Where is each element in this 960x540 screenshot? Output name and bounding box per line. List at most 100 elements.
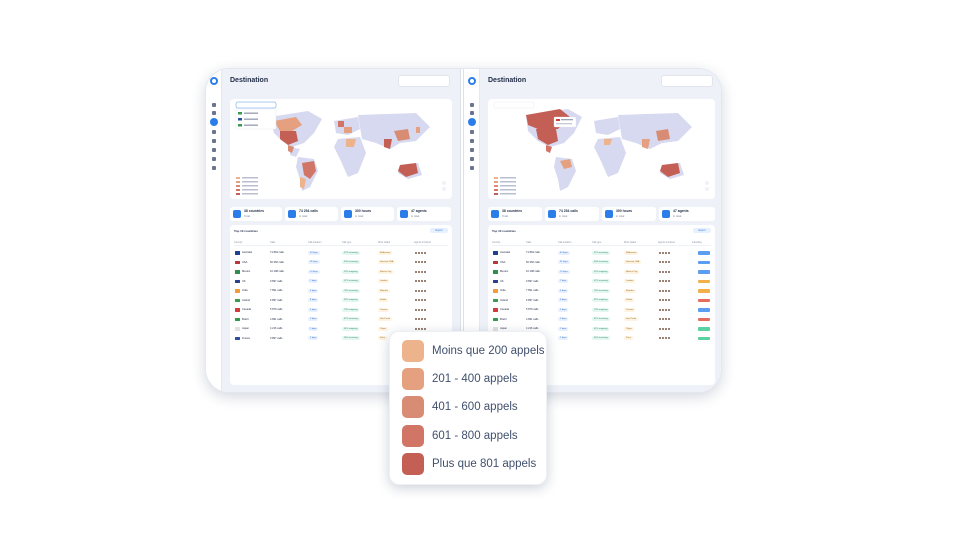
table-row[interactable]: Mexico 10 198 calls 12 days 52% outgoing Mex…: [234, 268, 448, 276]
duration-badge: 8 days: [558, 298, 569, 302]
call-type-badge: 92% outgoing: [342, 298, 360, 302]
table-row[interactable]: Canada 5 879 calls 5 days 79% outgoing Toron…: [234, 306, 448, 314]
most-called-badge: Toronto: [378, 307, 390, 312]
calls-cell: 5 879 calls: [526, 308, 539, 311]
flag-icon: [493, 270, 498, 274]
calls-cell: 9 897 calls: [526, 279, 539, 283]
country-cell: Mexico: [500, 270, 509, 273]
table-row[interactable]: India 7 891 calls 4 days 76% incoming Mumbai: [234, 287, 448, 295]
table-row[interactable]: Japan 4 216 calls 2 days 61% outgoing Tokyo: [492, 325, 711, 333]
calls-cell: 3 897 calls: [270, 336, 283, 340]
table-row[interactable]: Brazil 4 891 calls 3 days 87% incoming Sao P…: [234, 316, 448, 324]
duration-badge: 5 days: [308, 307, 319, 312]
call-type-badge: 87% incoming: [592, 317, 610, 321]
list-nav-icon[interactable]: [212, 111, 216, 115]
clock-icon: [605, 210, 613, 218]
table-header: Country Calls Call duration Call type Mo…: [492, 241, 711, 246]
world-map[interactable]: [488, 99, 715, 199]
country-cell: UK: [500, 279, 504, 283]
export-button[interactable]: Export: [693, 228, 711, 233]
upload-nav-icon[interactable]: [212, 157, 216, 161]
phone-nav-icon[interactable]: [470, 103, 474, 107]
search-input[interactable]: [661, 75, 713, 87]
most-called-badge: Tokyo: [378, 326, 388, 331]
table-row[interactable]: Australia 71 894 calls 62 days 57% incoming…: [234, 249, 448, 257]
calls-cell: 4 891 calls: [270, 317, 283, 321]
flag-icon: [235, 270, 240, 274]
agents-avatars: [414, 307, 427, 312]
most-called-badge: Mexico City: [378, 269, 394, 274]
chart-nav-icon[interactable]: [212, 130, 216, 134]
help-nav-icon[interactable]: [470, 166, 474, 170]
most-called-badge: Mumbai: [624, 288, 636, 293]
flag-icon: [235, 336, 240, 340]
table-row[interactable]: Ireland 6 897 calls 8 days 92% outgoing Dubl…: [234, 297, 448, 305]
region-usa: [280, 131, 298, 145]
user-icon: [662, 210, 670, 218]
country-cell: France: [242, 336, 251, 340]
table-row[interactable]: USA 50 450 calls 31 days 50% incoming Housto…: [492, 259, 711, 267]
call-type-badge: 52% outgoing: [342, 269, 360, 274]
country-cell: India: [242, 289, 248, 292]
globe-nav-icon[interactable]: [210, 118, 218, 126]
table-row[interactable]: UK 9 897 calls 7 days 57% incoming London: [234, 278, 448, 286]
phone-nav-icon[interactable]: [212, 103, 216, 107]
world-map[interactable]: [230, 99, 452, 199]
search-input[interactable]: [398, 75, 450, 87]
table-row[interactable]: Brazil 4 891 calls 3 days 87% incoming Sao P…: [492, 316, 711, 324]
duration-badge: 3 days: [558, 317, 569, 321]
settings-nav-icon[interactable]: [212, 139, 216, 143]
stat-agents: 47 agents in total: [659, 207, 715, 221]
upload-nav-icon[interactable]: [470, 157, 474, 161]
country-cell: Australia: [242, 251, 253, 254]
legend-item: 401 - 600 appels: [402, 396, 518, 418]
app-logo-icon[interactable]: [468, 77, 476, 85]
most-called-badge: Melbourne: [624, 250, 639, 255]
calls-cell: 71 894 calls: [270, 251, 284, 254]
phone-icon: [288, 210, 296, 218]
list-nav-icon[interactable]: [470, 111, 474, 115]
flag-icon: [493, 260, 498, 264]
app-logo-icon[interactable]: [210, 77, 218, 85]
most-called-badge: Sao Paulo: [624, 317, 639, 321]
stat-countries: 38 countries Total: [488, 207, 542, 221]
region-uk: [338, 121, 344, 127]
panel-left: Destination: [206, 69, 460, 392]
calls-cell: 5 879 calls: [270, 308, 283, 311]
duration-badge: 7 days: [558, 279, 569, 283]
chart-nav-icon[interactable]: [470, 130, 474, 134]
export-button[interactable]: Export: [430, 228, 448, 233]
table-row[interactable]: Mexico 10 198 calls 12 days 52% outgoing Mex…: [492, 268, 711, 276]
label-tag: [698, 270, 710, 274]
settings-nav-icon[interactable]: [470, 139, 474, 143]
table-row[interactable]: Japan 4 216 calls 2 days 61% outgoing Tokyo: [234, 325, 448, 333]
table-row[interactable]: USA 50 450 calls 31 days 50% incoming Housto…: [234, 259, 448, 267]
calls-cell: 6 897 calls: [526, 298, 539, 302]
map-legend-popover: Moins que 200 appels 201 - 400 appels 40…: [389, 331, 547, 485]
legend-label: 601 - 800 appels: [432, 430, 518, 442]
agents-avatars: [658, 326, 671, 331]
page-title: Destination: [230, 77, 269, 84]
duration-badge: 8 days: [308, 298, 319, 302]
user-nav-icon[interactable]: [212, 148, 216, 152]
globe-nav-icon[interactable]: [468, 118, 476, 126]
user-nav-icon[interactable]: [470, 148, 474, 152]
calls-cell: 6 897 calls: [270, 298, 283, 302]
stat-countries: 38 countries Total: [230, 207, 282, 221]
table-row[interactable]: Ireland 6 897 calls 8 days 92% outgoing Dubl…: [492, 297, 711, 305]
help-nav-icon[interactable]: [212, 166, 216, 170]
table-row[interactable]: Australia 71 894 calls 62 days 57% incoming…: [492, 249, 711, 257]
table-row[interactable]: Canada 5 879 calls 5 days 79% outgoing Toron…: [492, 306, 711, 314]
call-type-badge: 57% incoming: [342, 250, 360, 255]
call-type-badge: 87% incoming: [342, 317, 360, 321]
country-cell: Brazil: [242, 317, 249, 321]
duration-badge: 3 days: [308, 317, 319, 321]
table-row[interactable]: India 7 891 calls 4 days 76% incoming Mumbai: [492, 287, 711, 295]
legend-label: 201 - 400 appels: [432, 373, 518, 385]
most-called-badge: Mexico City: [624, 269, 640, 274]
flag-icon: [235, 308, 240, 312]
table-row[interactable]: UK 9 897 calls 7 days 57% incoming London: [492, 278, 711, 286]
agents-avatars: [414, 288, 427, 293]
stats-row: 38 countries Total 74 254 calls in total 3…: [488, 207, 715, 221]
legend-swatch: [402, 396, 424, 418]
